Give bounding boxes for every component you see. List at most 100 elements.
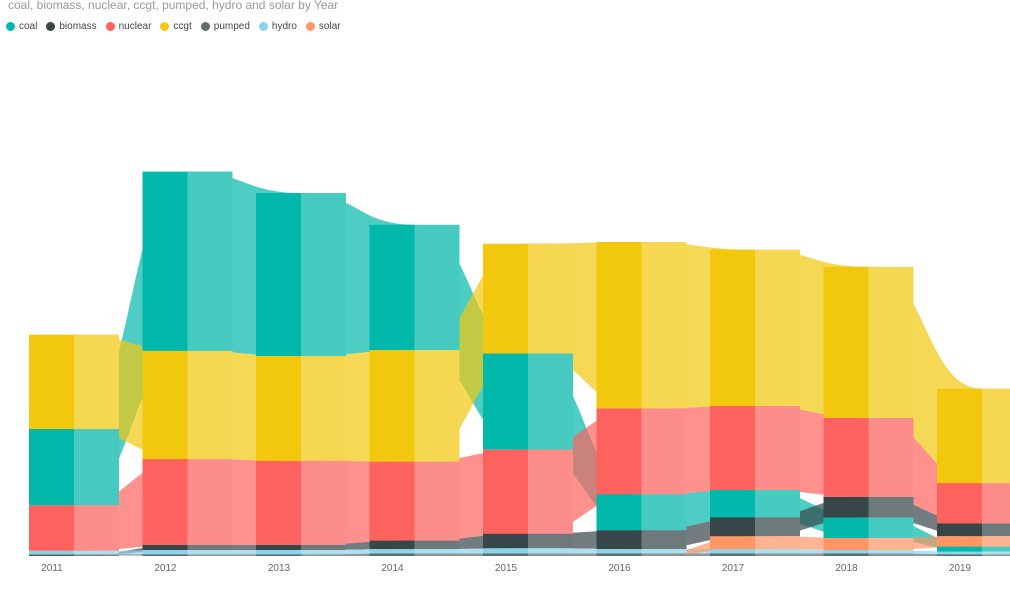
column-highlight-2013 (301, 193, 346, 557)
legend-dot-pumped (200, 22, 210, 31)
legend-item-solar[interactable]: solar (305, 21, 341, 32)
bar-coal-2018[interactable] (823, 517, 914, 538)
legend-dot-coal (6, 22, 15, 31)
legend-item-coal[interactable]: coal (6, 21, 37, 32)
legend-dot-hydro (258, 22, 268, 31)
bar-solar-2019[interactable] (937, 536, 1010, 547)
bar-hydro-2019[interactable] (937, 551, 1010, 555)
bar-pumped-2017[interactable] (710, 553, 800, 556)
column-highlight-2017 (755, 249, 800, 556)
legend-label-ccgt: ccgt (173, 21, 192, 32)
bar-ccgt-2016[interactable] (596, 241, 687, 409)
x-tick-label: 2016 (608, 563, 631, 574)
legend-item-pumped[interactable]: pumped (200, 21, 250, 32)
bar-hydro-2015[interactable] (483, 548, 573, 554)
bar-biomass-2018[interactable] (823, 496, 914, 518)
bar-biomass-2016[interactable] (596, 530, 687, 550)
bar-pumped-2015[interactable] (483, 553, 573, 556)
bar-nuclear-2016[interactable] (596, 408, 687, 495)
legend-dot-ccgt (160, 22, 170, 31)
bar-coal-2017[interactable] (710, 489, 800, 518)
bar-hydro-2014[interactable] (369, 549, 460, 554)
bar-solar-2018[interactable] (823, 537, 914, 550)
x-tick-label: 2015 (495, 563, 518, 574)
bar-biomass-2014[interactable] (369, 540, 460, 550)
legend-dot-nuclear (105, 22, 115, 31)
bar-pumped-2014[interactable] (369, 553, 460, 556)
bar-nuclear-2014[interactable] (369, 461, 460, 541)
bar-ccgt-2017[interactable] (710, 249, 800, 406)
column-highlight-2011 (74, 334, 119, 556)
bar-pumped-2018[interactable] (823, 553, 914, 556)
bar-biomass-2012[interactable] (142, 544, 233, 550)
legend-label-hydro: hydro (271, 21, 297, 32)
column-highlight-2014 (414, 224, 460, 556)
bar-nuclear-2012[interactable] (142, 459, 233, 545)
bar-ccgt-2018[interactable] (823, 266, 914, 418)
bar-pumped-2012[interactable] (142, 554, 233, 556)
x-tick-label: 2014 (381, 563, 404, 574)
legend-label-coal: coal (19, 21, 38, 32)
bar-coal-2013[interactable] (256, 193, 346, 357)
x-tick-label: 2013 (268, 563, 291, 574)
bar-pumped-2013[interactable] (256, 554, 346, 556)
bar-coal-2015[interactable] (483, 353, 573, 450)
bar-biomass-2015[interactable] (483, 533, 573, 549)
legend-label-nuclear: nuclear (118, 21, 152, 32)
bar-pumped-2011[interactable] (29, 554, 119, 556)
bar-biomass-2013[interactable] (256, 544, 346, 550)
bar-coal-2014[interactable] (369, 224, 460, 351)
x-tick-label: 2011 (41, 563, 63, 574)
bar-ccgt-2012[interactable] (142, 350, 233, 460)
column-highlight-2015 (528, 243, 573, 557)
x-axis: 2011 2012 2013 2014 2015 2016 2017 2018 2019 (41, 563, 971, 574)
bar-nuclear-2019[interactable] (937, 483, 1010, 524)
bar-ccgt-2011[interactable] (29, 334, 119, 430)
bar-nuclear-2015[interactable] (483, 449, 573, 534)
legend-item-nuclear[interactable]: nuclear (105, 21, 152, 32)
legend-item-biomass[interactable]: biomass (46, 21, 97, 32)
legend-dot-solar (305, 22, 315, 31)
bar-pumped-2019[interactable] (937, 554, 1010, 556)
legend-label-pumped: pumped (213, 21, 250, 32)
bar-biomass-2011[interactable] (29, 555, 119, 556)
bar-hydro-2018[interactable] (823, 549, 914, 554)
legend-label-biomass: biomass (59, 21, 97, 32)
bar-hydro-2016[interactable] (596, 549, 687, 554)
x-tick-label: 2018 (835, 563, 858, 574)
bar-nuclear-2018[interactable] (823, 417, 914, 497)
bar-biomass-2019[interactable] (937, 523, 1010, 537)
bar-coal-2011[interactable] (29, 429, 119, 506)
legend-item-ccgt[interactable]: ccgt (160, 21, 192, 32)
bar-ccgt-2019[interactable] (937, 388, 1010, 484)
bar-pumped-2016[interactable] (596, 553, 687, 556)
bar-ccgt-2014[interactable] (369, 350, 460, 462)
bar-hydro-2013[interactable] (256, 549, 346, 555)
x-tick-label: 2017 (722, 563, 745, 574)
bar-solar-2017[interactable] (710, 536, 800, 550)
legend-dot-biomass (46, 22, 56, 31)
bar-nuclear-2011[interactable] (29, 505, 119, 551)
bar-hydro-2011[interactable] (29, 550, 119, 555)
bar-ccgt-2013[interactable] (256, 356, 346, 461)
bar-nuclear-2017[interactable] (710, 405, 800, 490)
legend-item-hydro[interactable]: hydro (258, 21, 297, 32)
bar-biomass-2017[interactable] (710, 517, 800, 537)
bar-nuclear-2013[interactable] (256, 460, 346, 545)
bar-coal-2019[interactable] (937, 546, 1010, 552)
chart-title: coal, biomass, nuclear, ccgt, pumped, hy… (8, 0, 339, 12)
column-highlight-2016 (641, 241, 687, 557)
columns (29, 171, 1010, 557)
column-highlight-2018 (868, 266, 914, 556)
x-tick-label: 2019 (949, 563, 972, 574)
x-tick-label: 2012 (154, 563, 177, 574)
bar-ccgt-2015[interactable] (483, 243, 573, 354)
legend-label-solar: solar (318, 21, 341, 32)
bar-hydro-2017[interactable] (710, 549, 800, 554)
bar-coal-2012[interactable] (142, 171, 233, 351)
legend: coal biomass nuclear ccgt pumped hydro solar (6, 21, 350, 32)
bar-coal-2016[interactable] (596, 494, 687, 531)
column-highlight-2012 (187, 171, 233, 556)
bar-hydro-2012[interactable] (142, 549, 233, 555)
